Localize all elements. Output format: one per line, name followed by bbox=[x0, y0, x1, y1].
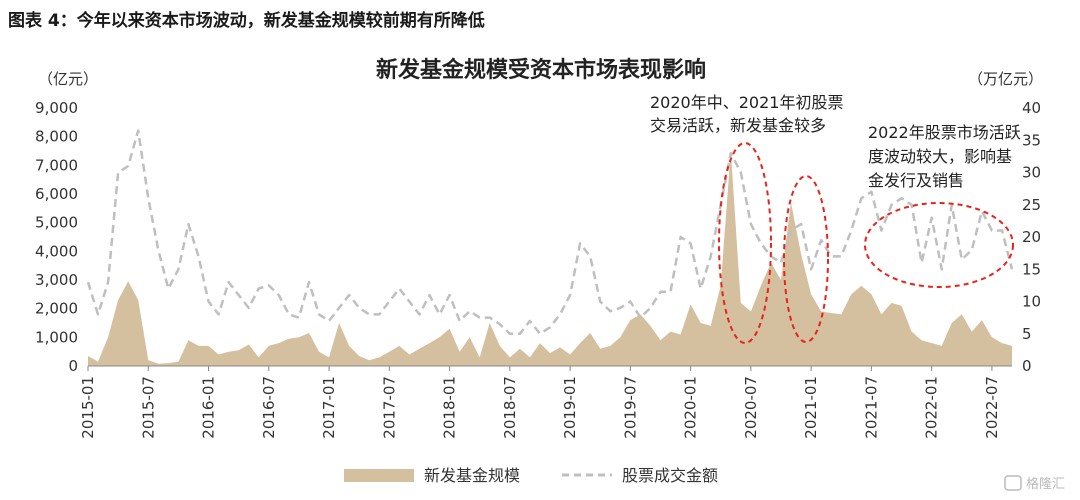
right-axis-unit: （万亿元） bbox=[968, 70, 1043, 88]
left-tick-label: 7,000 bbox=[35, 156, 78, 174]
figure-caption: 图表 4：今年以来资本市场波动，新发基金规模较前期有所降低 bbox=[8, 11, 485, 31]
x-tick-label: 2018-01 bbox=[441, 376, 459, 439]
left-tick-label: 5,000 bbox=[35, 214, 78, 232]
left-tick-label: 4,000 bbox=[35, 242, 78, 260]
annotation-line: 2022年股票市场活跃 bbox=[868, 123, 1021, 142]
x-tick-label: 2022-01 bbox=[923, 376, 941, 439]
right-axis-ticks: 0 5 10 15 20 25 30 35 40 bbox=[1022, 99, 1041, 375]
x-tick-label: 2015-01 bbox=[79, 376, 97, 439]
left-tick-label: 2,000 bbox=[35, 300, 78, 318]
annotation-line: 2020年中、2021年初股票 bbox=[650, 93, 843, 112]
legend-swatch-fund-size bbox=[344, 469, 414, 482]
chart-title: 新发基金规模受资本市场表现影响 bbox=[376, 57, 706, 83]
legend-label-fund-size: 新发基金规模 bbox=[424, 466, 520, 485]
x-tick-label: 2021-01 bbox=[802, 376, 820, 439]
legend-label-trading-volume: 股票成交金额 bbox=[622, 466, 718, 485]
trading-volume-line-layer bbox=[86, 129, 1014, 336]
right-tick-label: 15 bbox=[1022, 260, 1041, 278]
x-tick-label: 2022-07 bbox=[983, 376, 1001, 439]
highlight-ellipse-2020 bbox=[718, 142, 772, 344]
left-axis-unit: （亿元） bbox=[38, 70, 98, 88]
left-axis-ticks: 0 1,000 2,000 3,000 4,000 5,000 6,000 7,000 8,00… bbox=[35, 99, 78, 375]
right-tick-label: 30 bbox=[1022, 164, 1041, 182]
right-tick-label: 0 bbox=[1022, 357, 1032, 375]
left-tick-label: 0 bbox=[68, 357, 78, 375]
annotation-line: 度波动较大，影响基 bbox=[868, 147, 1012, 166]
left-tick-label: 9,000 bbox=[35, 99, 78, 117]
watermark-text: 格隆汇 bbox=[1026, 476, 1065, 492]
x-tick-label: 2020-07 bbox=[742, 376, 760, 439]
fund-size-area bbox=[88, 151, 1012, 366]
x-tick-label: 2016-01 bbox=[200, 376, 218, 439]
left-tick-label: 3,000 bbox=[35, 271, 78, 289]
left-tick-label: 6,000 bbox=[35, 185, 78, 203]
annotation-line: 金发行及销售 bbox=[868, 171, 964, 190]
watermark-logo-icon bbox=[1004, 475, 1022, 491]
right-tick-label: 10 bbox=[1022, 293, 1041, 311]
x-tick-label: 2018-07 bbox=[501, 376, 519, 439]
trading-volume-line bbox=[86, 129, 1014, 336]
right-tick-label: 35 bbox=[1022, 131, 1041, 149]
x-tick-label: 2019-07 bbox=[621, 376, 639, 439]
x-tick-label: 2019-01 bbox=[561, 376, 579, 439]
right-tick-label: 25 bbox=[1022, 196, 1041, 214]
annotation-2022: 2022年股票市场活跃 度波动较大，影响基 金发行及销售 bbox=[868, 123, 1021, 190]
x-tick-label: 2015-07 bbox=[139, 376, 157, 439]
highlight-ellipse-2021 bbox=[783, 175, 829, 343]
fund-size-area-layer bbox=[88, 151, 1012, 366]
watermark: 格隆汇 bbox=[1004, 475, 1065, 492]
x-tick-label: 2017-01 bbox=[320, 376, 338, 439]
x-tick-label: 2020-01 bbox=[682, 376, 700, 439]
right-tick-label: 40 bbox=[1022, 99, 1041, 117]
highlight-ellipse-2022 bbox=[864, 202, 1014, 288]
right-tick-label: 5 bbox=[1022, 325, 1032, 343]
left-tick-label: 1,000 bbox=[35, 328, 78, 346]
x-tick-label: 2021-07 bbox=[862, 376, 880, 439]
x-tick-label: 2016-07 bbox=[260, 376, 278, 439]
annotation-line: 交易活跃，新发基金较多 bbox=[650, 116, 826, 135]
annotation-2020-2021: 2020年中、2021年初股票 交易活跃，新发基金较多 bbox=[650, 93, 843, 135]
right-tick-label: 20 bbox=[1022, 228, 1041, 246]
x-axis-ticks: 2015-01 2015-07 2016-01 2016-07 2017-01 2017-… bbox=[79, 366, 1001, 439]
left-tick-label: 8,000 bbox=[35, 128, 78, 146]
legend: 新发基金规模 股票成交金额 bbox=[344, 466, 718, 485]
x-tick-label: 2017-07 bbox=[380, 376, 398, 439]
